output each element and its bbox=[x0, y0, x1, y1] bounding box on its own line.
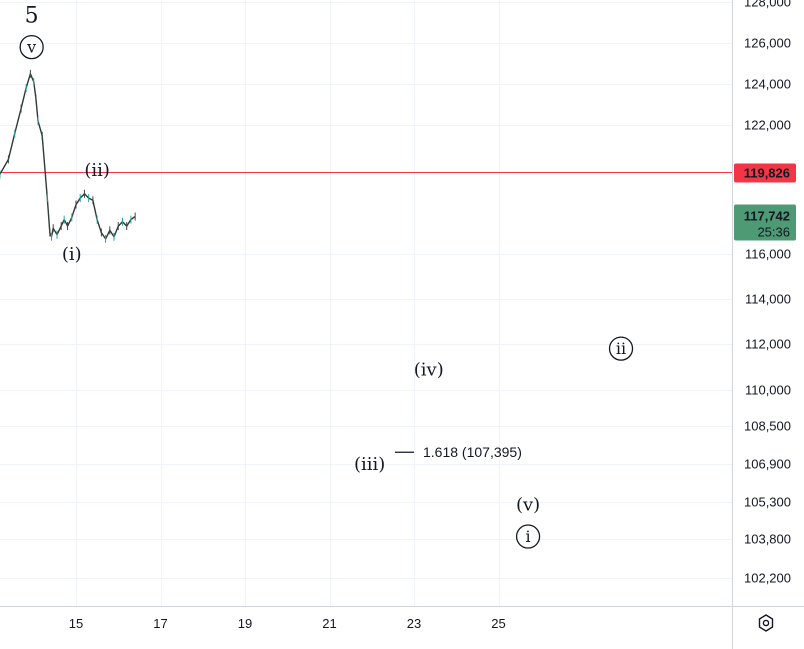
wave-label: i bbox=[526, 527, 531, 546]
price-series-line[interactable] bbox=[0, 73, 136, 240]
x-tick-label: 15 bbox=[69, 616, 83, 631]
wave-label-circle bbox=[515, 524, 541, 549]
y-tick-label: 105,300 bbox=[744, 495, 791, 510]
price-line-badge-label: 119,826 bbox=[744, 166, 790, 181]
wave-label: 5 bbox=[25, 3, 39, 28]
y-tick-label: 110,000 bbox=[745, 383, 791, 398]
last-price-label: 117,742 bbox=[744, 209, 790, 224]
wave-label: (iii) bbox=[354, 454, 385, 475]
y-tick-label: 128,000 bbox=[744, 0, 791, 10]
gear-icon bbox=[758, 614, 774, 632]
x-tick-label: 17 bbox=[153, 616, 167, 631]
last-price-badge bbox=[734, 204, 796, 241]
wave-label: (i) bbox=[62, 244, 82, 265]
wave-label: (v) bbox=[516, 494, 540, 515]
y-tick-label: 103,800 bbox=[744, 532, 791, 547]
y-tick-label: 114,000 bbox=[745, 292, 791, 307]
countdown-label: 25:36 bbox=[757, 225, 790, 240]
settings-button[interactable] bbox=[753, 610, 779, 636]
wave-label: v bbox=[26, 38, 36, 57]
x-tick-label: 23 bbox=[407, 616, 421, 631]
y-tick-label: 112,000 bbox=[745, 337, 791, 352]
price-line-badge bbox=[734, 163, 796, 183]
fib-level-label: 1.618 (107,395) bbox=[423, 444, 522, 460]
y-tick-label: 102,200 bbox=[744, 571, 791, 586]
wave-label: (iv) bbox=[414, 359, 444, 380]
y-tick-label: 108,500 bbox=[744, 419, 791, 434]
y-tick-label: 106,900 bbox=[744, 457, 791, 472]
y-tick-label: 122,000 bbox=[744, 118, 791, 133]
wave-label-circle bbox=[608, 336, 634, 361]
x-tick-label: 19 bbox=[238, 616, 252, 631]
wave-label: (ii) bbox=[84, 160, 110, 181]
x-tick-label: 25 bbox=[491, 616, 505, 631]
x-tick-label: 21 bbox=[322, 616, 336, 631]
y-tick-label: 116,000 bbox=[745, 247, 791, 262]
y-tick-label: 126,000 bbox=[744, 36, 791, 51]
wave-label-circle bbox=[19, 34, 44, 60]
wave-label: ii bbox=[616, 339, 626, 358]
y-tick-label: 124,000 bbox=[744, 77, 791, 92]
